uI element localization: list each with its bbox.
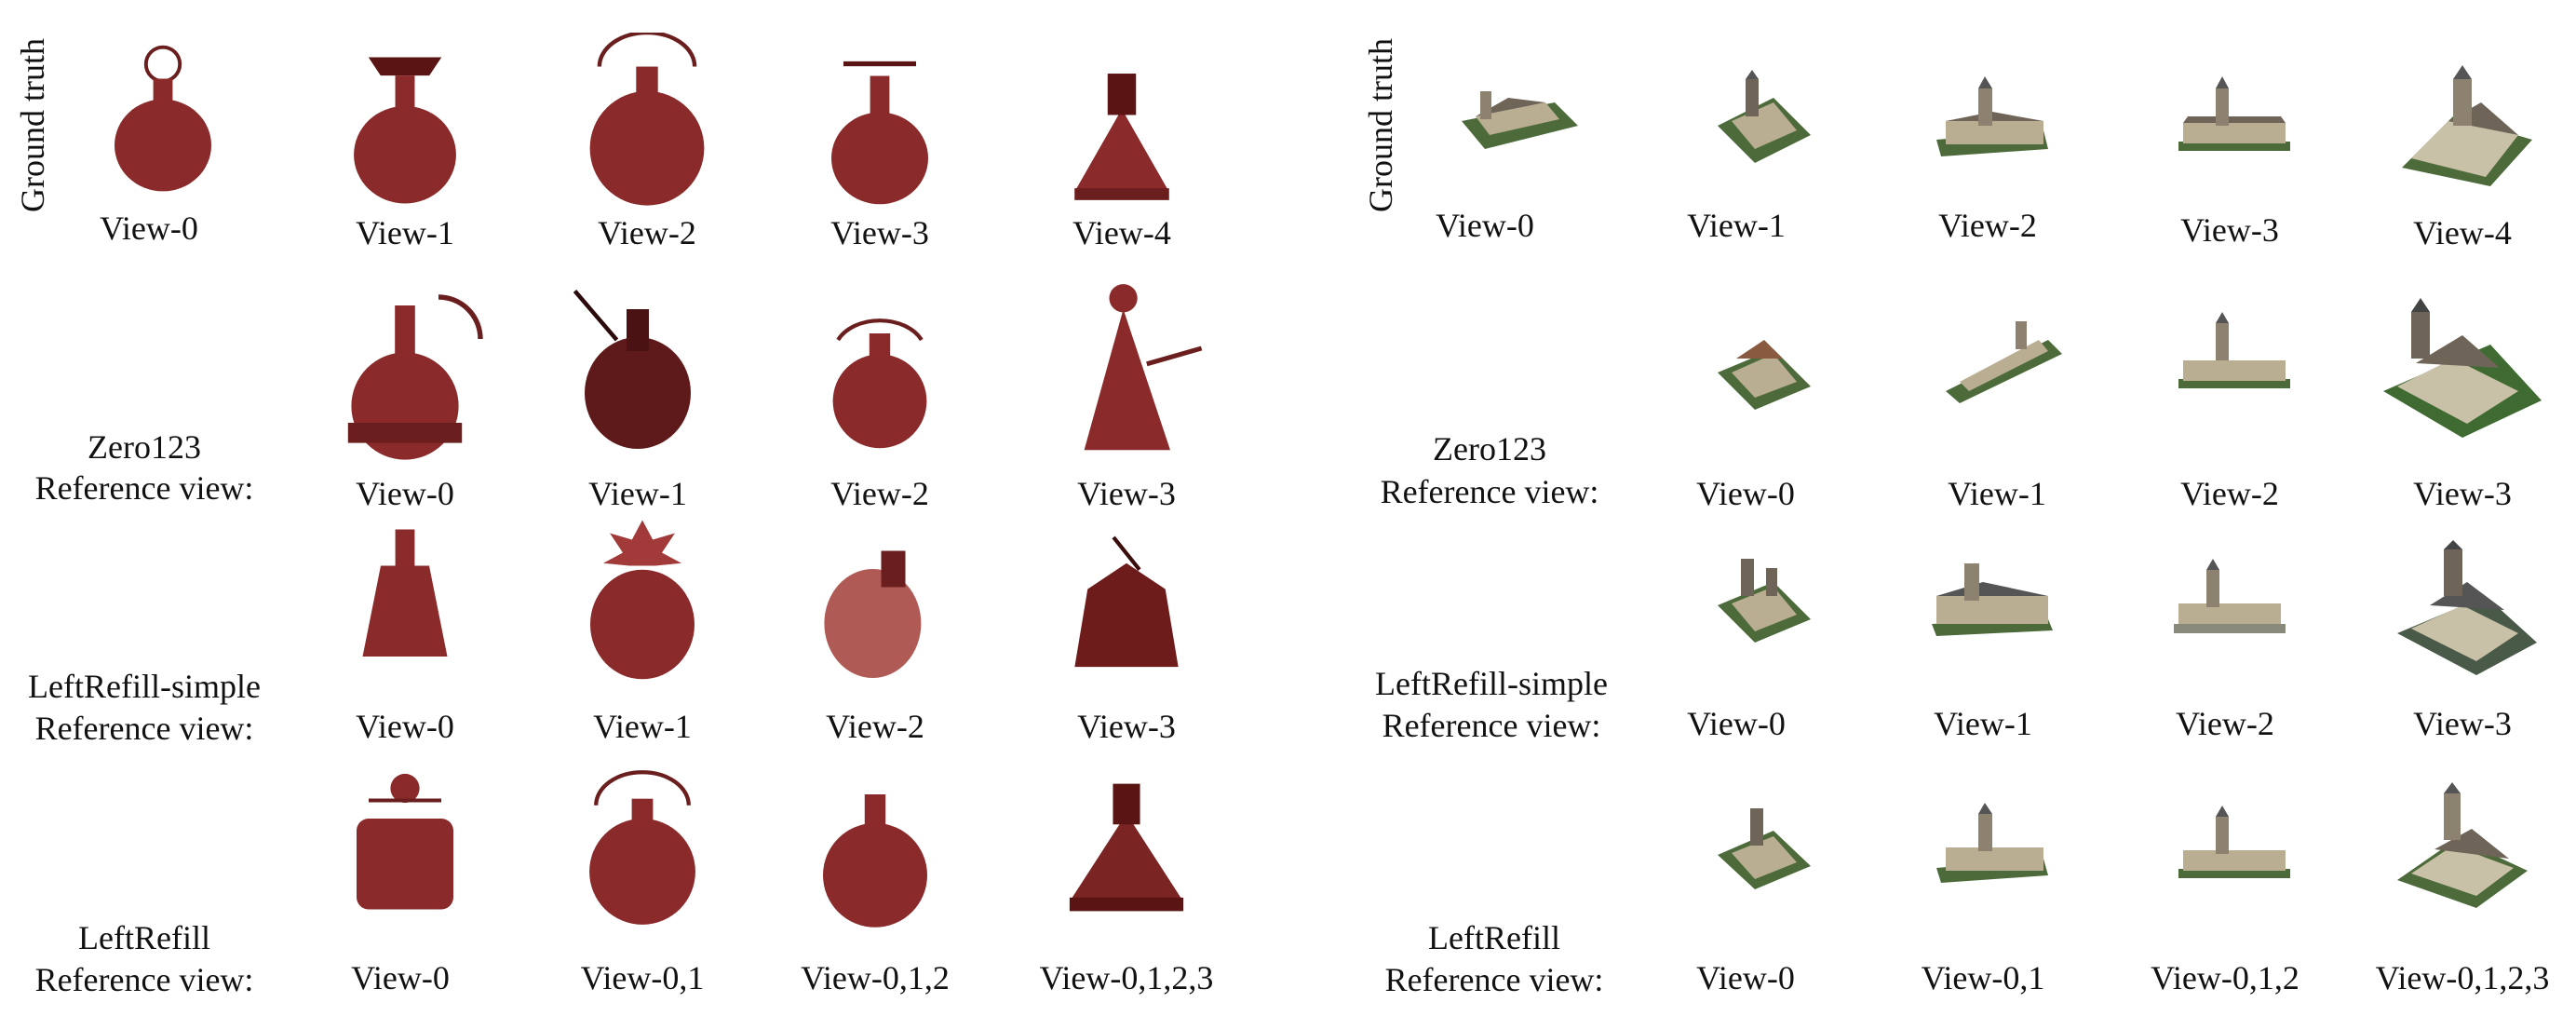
church-gt-view-3-label: View-3 bbox=[2180, 211, 2279, 249]
leftrefill-view-0-label: View-0 bbox=[351, 959, 450, 996]
leftrefill-view-2-image bbox=[810, 768, 940, 931]
church-gt-view-1-label: View-1 bbox=[1687, 207, 1786, 244]
leftrefill-simple-view-0-image bbox=[344, 517, 465, 675]
leftrefill-view-0-image bbox=[344, 759, 465, 927]
leftrefill-simple-view-3-label: View-3 bbox=[1077, 708, 1176, 745]
leftrefill-view-1-label: View-0,1 bbox=[580, 959, 705, 996]
church-leftrefill-simple-view-3-label: View-3 bbox=[2413, 705, 2512, 742]
zero123-view-3-image bbox=[1052, 270, 1210, 466]
church-gt-view-2-image bbox=[1932, 75, 2053, 158]
leftrefill-simple-view-2-label: View-2 bbox=[826, 708, 924, 745]
church-leftrefill-view-1-image bbox=[1932, 801, 2053, 885]
church-leftrefill-view-1-label: View-0,1 bbox=[1921, 959, 2045, 996]
zero123-view-2-label: View-2 bbox=[830, 475, 929, 512]
church-leftrefill-simple-view-0-label: View-0 bbox=[1687, 705, 1786, 742]
church-leftrefill-simple-view-2-label: View-2 bbox=[2176, 705, 2274, 742]
church-leftrefill-simple-ref-label: Reference view: bbox=[1382, 707, 1601, 744]
leftrefill-view-2-label: View-0,1,2 bbox=[801, 959, 950, 996]
leftrefill-simple-ref-label: Reference view: bbox=[34, 710, 254, 747]
leftrefill-view-1-image bbox=[573, 759, 712, 931]
church-leftrefill-view-0-label: View-0 bbox=[1696, 959, 1795, 996]
leftrefill-view-3-label: View-0,1,2,3 bbox=[1039, 959, 1214, 996]
church-zero123-view-0-image bbox=[1708, 321, 1820, 414]
gt-view-0-image bbox=[102, 42, 223, 200]
leftrefill-simple-view-0-label: View-0 bbox=[356, 708, 454, 745]
church-leftrefill-simple-view-1-image bbox=[1927, 554, 2057, 638]
zero123-ref-label: Reference view: bbox=[34, 469, 254, 507]
leftrefill-method-label: LeftRefill bbox=[78, 919, 210, 956]
leftrefill-simple-view-2-image bbox=[815, 522, 936, 689]
gt-view-1-label: View-1 bbox=[356, 214, 454, 251]
church-zero123-view-3-label: View-3 bbox=[2413, 475, 2512, 512]
leftrefill-view-3-image bbox=[1057, 773, 1196, 922]
church-gt-view-4-label: View-4 bbox=[2413, 214, 2512, 251]
church-zero123-view-2-image bbox=[2174, 312, 2295, 396]
church-zero123-method-label: Zero123 bbox=[1433, 430, 1546, 467]
zero123-method-label: Zero123 bbox=[88, 428, 201, 466]
ground-truth-label: Ground truth bbox=[14, 38, 51, 212]
leftrefill-simple-view-3-image bbox=[1061, 531, 1192, 680]
church-leftrefill-view-3-image bbox=[2393, 782, 2532, 913]
gt-view-3-label: View-3 bbox=[830, 214, 929, 251]
church-gt-view-1-image bbox=[1708, 70, 1820, 172]
gt-view-2-image bbox=[577, 33, 717, 210]
church-zero123-view-0-label: View-0 bbox=[1696, 475, 1795, 512]
zero123-view-2-image bbox=[815, 284, 945, 461]
zero123-view-1-image bbox=[568, 279, 708, 456]
gt-view-4-image bbox=[1057, 56, 1187, 210]
church-leftrefill-view-0-image bbox=[1708, 801, 1820, 894]
leftrefill-simple-method-label: LeftRefill-simple bbox=[28, 668, 261, 705]
zero123-view-3-label: View-3 bbox=[1077, 475, 1176, 512]
church-leftrefill-simple-method-label: LeftRefill-simple bbox=[1375, 665, 1608, 702]
leftrefill-simple-view-1-label: View-1 bbox=[593, 708, 692, 745]
gt-view-3-image bbox=[819, 51, 940, 210]
church-gt-view-2-label: View-2 bbox=[1938, 207, 2037, 244]
church-leftrefill-view-2-image bbox=[2174, 806, 2295, 885]
church-leftrefill-simple-view-1-label: View-1 bbox=[1934, 705, 2032, 742]
church-zero123-view-2-label: View-2 bbox=[2180, 475, 2279, 512]
church-gt-view-3-image bbox=[2174, 75, 2295, 158]
church-zero123-view-1-label: View-1 bbox=[1948, 475, 2046, 512]
church-leftrefill-method-label: LeftRefill bbox=[1428, 919, 1560, 956]
gt-view-4-label: View-4 bbox=[1072, 214, 1171, 251]
leftrefill-simple-view-1-image bbox=[577, 512, 708, 684]
gt-view-0-label: View-0 bbox=[100, 210, 198, 247]
church-leftrefill-view-3-label: View-0,1,2,3 bbox=[2375, 959, 2550, 996]
gt-view-1-image bbox=[340, 51, 470, 210]
church-leftrefill-view-2-label: View-0,1,2 bbox=[2151, 959, 2300, 996]
ground-truth-label-right: Ground truth bbox=[1362, 38, 1399, 212]
church-leftrefill-simple-view-3-image bbox=[2393, 540, 2542, 680]
leftrefill-ref-label: Reference view: bbox=[34, 961, 254, 998]
church-leftrefill-ref-label: Reference view: bbox=[1384, 961, 1604, 998]
zero123-view-0-image bbox=[321, 279, 489, 466]
zero123-view-1-label: View-1 bbox=[588, 475, 687, 512]
zero123-view-0-label: View-0 bbox=[356, 475, 454, 512]
church-zero123-view-3-image bbox=[2379, 298, 2546, 447]
church-zero123-view-1-image bbox=[1936, 312, 2067, 405]
church-gt-view-4-image bbox=[2397, 65, 2537, 196]
gt-view-2-label: View-2 bbox=[598, 214, 696, 251]
church-leftrefill-simple-view-2-image bbox=[2169, 559, 2290, 638]
church-leftrefill-simple-view-0-image bbox=[1708, 549, 1820, 652]
church-gt-view-0-image bbox=[1452, 75, 1583, 158]
church-zero123-ref-label: Reference view: bbox=[1380, 473, 1599, 510]
church-gt-view-0-label: View-0 bbox=[1436, 207, 1534, 244]
